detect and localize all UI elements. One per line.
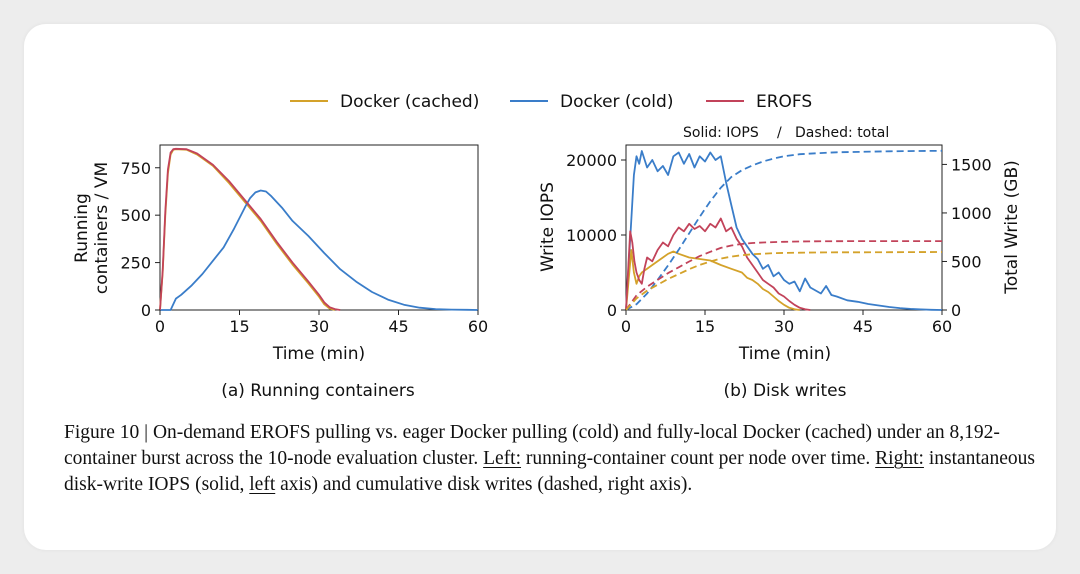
annotation-separator: /: [777, 125, 782, 141]
ticks-group-a: 0 15 30 45 60 0 250 500 750: [120, 159, 488, 336]
legend-label-docker-cached: Docker (cached): [340, 92, 479, 112]
legend: Docker (cached) Docker (cold) EROFS: [290, 92, 812, 112]
y-tick-label-a-2: 500: [120, 206, 151, 225]
legend-label-docker-cold: Docker (cold): [560, 92, 673, 112]
x-tick-label-b-4: 60: [932, 317, 952, 336]
caption-right-text-a: instantaneous disk-write IOPS (solid,: [64, 448, 1035, 495]
x-tick-label-a-2: 30: [309, 317, 329, 336]
figure-caption: Figure 10 | On-demand EROFS pulling vs. …: [64, 420, 1039, 498]
x-tick-label-a-3: 45: [388, 317, 408, 336]
y-axis-label-b: Write IOPS: [538, 182, 558, 272]
plot-frame-a: [159, 144, 479, 311]
series-line-a-0: [159, 148, 336, 311]
series-line-b-4: [625, 240, 942, 311]
series-line-a-1: [160, 189, 479, 311]
y-tick-label-b-0: 0: [607, 301, 617, 320]
y-axis-label-a-line1: Running: [72, 193, 92, 263]
series-line-b-0: [625, 150, 943, 311]
caption-right-word: Right:: [875, 448, 924, 469]
series-line-b-1: [625, 249, 800, 311]
series-line-b-2: [625, 217, 811, 311]
subtitle-a: (a) Running containers: [221, 381, 415, 401]
x-tick-label-b-2: 30: [774, 317, 794, 336]
x-tick-label-b-3: 45: [853, 317, 873, 336]
y-tick-label-b-2: 20000: [566, 151, 617, 170]
caption-left-text: running-container count per node over ti…: [525, 448, 871, 469]
subtitle-b: (b) Disk writes: [724, 381, 847, 401]
y-tick-label-a-0: 0: [141, 301, 151, 320]
y2-tick-label-b-1: 500: [951, 252, 982, 271]
series-line-b-5: [625, 251, 943, 311]
y2-axis-label-b: Total Write (GB): [1002, 160, 1022, 295]
series-group-a: [159, 147, 479, 311]
legend-label-erofs: EROFS: [756, 92, 812, 112]
y-tick-label-a-1: 250: [120, 254, 151, 273]
x-tick-label-a-4: 60: [468, 317, 488, 336]
series-line-b-3: [625, 149, 943, 311]
y2-tick-label-b-3: 1500: [951, 155, 992, 174]
y-tick-label-b-1: 10000: [566, 226, 617, 245]
figure-card: [24, 24, 1056, 550]
caption-left-axis-word: left: [249, 474, 276, 495]
x-tick-label-b-0: 0: [621, 317, 631, 336]
chart-running-containers: 0 15 30 45 60 0 250 500 750 Time (min) Running c…: [72, 144, 488, 401]
y2-tick-label-b-2: 1000: [951, 204, 992, 223]
x-tick-label-b-1: 15: [695, 317, 715, 336]
x-axis-label-a: Time (min): [272, 344, 365, 364]
caption-left-word: Left:: [483, 448, 522, 469]
y2-tick-label-b-0: 0: [951, 301, 961, 320]
plot-frame-b: [625, 144, 943, 311]
x-tick-label-a-0: 0: [155, 317, 165, 336]
x-tick-label-a-1: 15: [229, 317, 249, 336]
y-axis-label-a-line2: containers / VM: [92, 162, 112, 294]
y-tick-label-a-3: 750: [120, 159, 151, 178]
caption-lead: Figure 10 | On-demand EROFS pulling vs. …: [64, 422, 1000, 469]
annotation-solid-label: Solid: IOPS: [683, 125, 759, 141]
series-line-a-2: [159, 147, 341, 311]
caption-right-text-b: axis) and cumulative disk writes (dashed…: [280, 474, 693, 495]
x-axis-label-b: Time (min): [738, 344, 831, 364]
annotation-dashed-label: Dashed: total: [795, 125, 889, 141]
series-group-b: [625, 149, 943, 311]
